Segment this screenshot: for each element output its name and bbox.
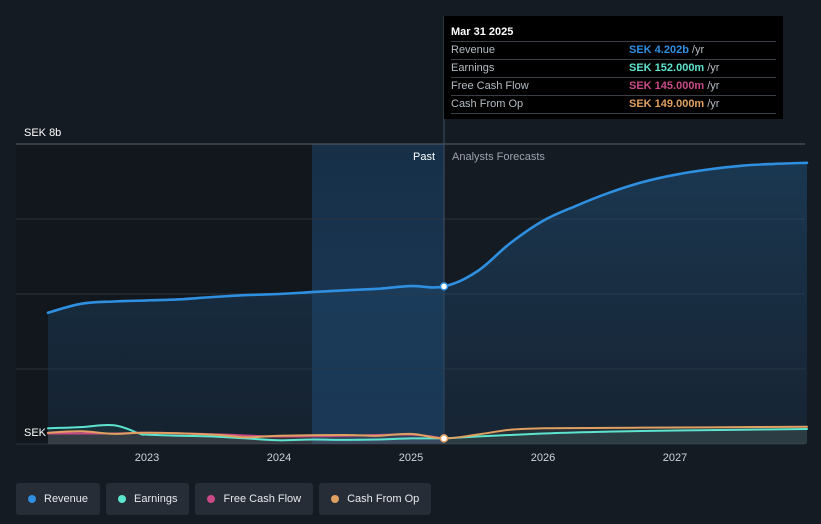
- legend-label: Revenue: [44, 493, 89, 505]
- x-tick-label: 2023: [135, 452, 159, 464]
- tooltip-row-label: Free Cash Flow: [451, 80, 529, 92]
- tooltip-row-label: Revenue: [451, 44, 496, 56]
- tooltip-row-value: SEK 149.000m: [629, 98, 705, 110]
- legend-dot-icon: [207, 495, 216, 503]
- revenue-area: [48, 162, 807, 445]
- revenue-line: [46, 161, 809, 315]
- x-tick-label: 2027: [663, 452, 687, 464]
- earnings-area: [48, 424, 807, 444]
- x-tick-label: 2026: [531, 452, 555, 464]
- tooltip-row-value: SEK 145.000m: [629, 80, 705, 92]
- tooltip-row: Cash From Op SEK 149.000m/yr: [451, 95, 776, 114]
- tooltip-date: Mar 31 2025: [451, 26, 514, 38]
- x-tick-label: 2025: [399, 452, 423, 464]
- tooltip-row: Earnings SEK 152.000m/yr: [451, 59, 776, 77]
- tooltip-row-unit: /yr: [707, 98, 720, 110]
- cash-from-op-line: [47, 425, 808, 440]
- tooltip-row-label: Cash From Op: [451, 98, 524, 110]
- legend-label: Free Cash Flow: [223, 493, 302, 505]
- legend-dot-icon: [331, 495, 340, 503]
- tooltip-row-label: Earnings: [451, 62, 495, 74]
- legend-label: Cash From Op: [347, 493, 420, 505]
- tooltip-row-unit: /yr: [691, 44, 705, 56]
- forecast-label: Analysts Forecasts: [452, 151, 545, 163]
- legend-label: Earnings: [134, 493, 178, 505]
- revenue-marker: [439, 282, 449, 291]
- cash-from-op-marker: [439, 434, 449, 443]
- tooltip-row-unit: /yr: [707, 80, 720, 92]
- legend-item-cash-from-op[interactable]: Cash From Op: [319, 483, 432, 515]
- legend: Revenue Earnings Free Cash Flow Cash From O…: [16, 483, 432, 515]
- legend-item-free-cash-flow[interactable]: Free Cash Flow: [195, 483, 314, 515]
- earnings-line: [47, 423, 808, 442]
- tooltip-row-value: SEK 152.000m: [629, 62, 705, 74]
- past-label: Past: [413, 151, 435, 163]
- tooltip: Mar 31 2025 Revenue SEK 4.202b/yr Earnings…: [444, 16, 783, 119]
- tooltip-row-value: SEK 4.202b: [629, 44, 689, 56]
- legend-dot-icon: [28, 495, 36, 503]
- legend-dot-icon: [118, 495, 127, 503]
- legend-item-revenue[interactable]: Revenue: [16, 483, 101, 515]
- y-axis-top-label: SEK 8b: [24, 127, 61, 139]
- tooltip-row: Revenue SEK 4.202b/yr: [451, 41, 776, 59]
- tooltip-row: Free Cash Flow SEK 145.000m/yr: [451, 77, 776, 95]
- y-axis-bottom-label: SEK: [24, 427, 47, 439]
- x-tick-label: 2024: [267, 452, 291, 464]
- tooltip-row-unit: /yr: [707, 62, 720, 74]
- legend-item-earnings[interactable]: Earnings: [106, 483, 190, 515]
